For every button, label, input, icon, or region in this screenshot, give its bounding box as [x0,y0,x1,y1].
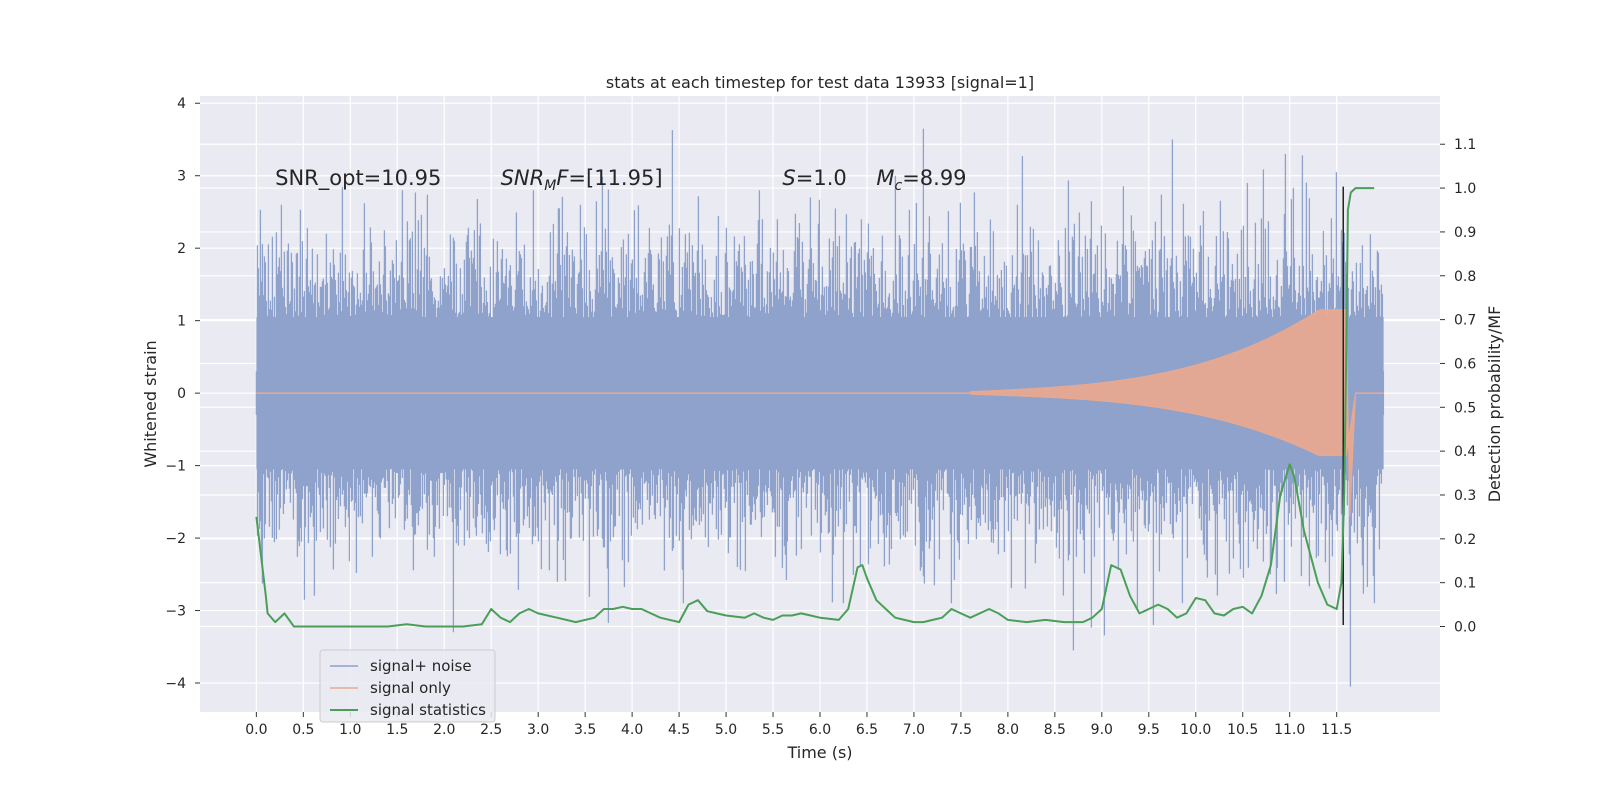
x-tick-label: 3.5 [574,722,596,738]
y-axis-label: Whitened strain [141,340,160,467]
y-tick-label: 3 [177,169,186,185]
x-tick-label: 2.5 [480,722,502,738]
annotation-snr-mf: SNRMF=[11.95] [501,166,663,194]
legend-box [319,649,496,723]
annotation-mc-value: Mc=8.99 [876,166,966,194]
y-tick-label: 4 [177,96,186,112]
x-axis-label: Time (s) [786,743,852,762]
x-tick-label: 7.0 [903,722,925,738]
y2-axis-label: Detection probability/MF [1485,306,1504,503]
x-tick-label: 11.5 [1321,722,1352,738]
x-tick-label: 0.5 [292,722,314,738]
y-tick-label: −2 [165,531,186,547]
y2-tick-label: 1.0 [1454,181,1476,197]
x-tick-label: 8.5 [1044,722,1066,738]
y-tick-label: 0 [177,386,186,402]
x-tick-label: 10.0 [1180,722,1211,738]
y-tick-label: −1 [165,459,186,475]
x-tick-label: 8.0 [997,722,1019,738]
x-tick-label: 4.0 [621,722,643,738]
y2-tick-label: 0.3 [1454,488,1476,504]
y-tick-label: −3 [165,604,186,620]
y-tick-label: −4 [165,676,186,692]
y2-tick-label: 0.2 [1454,532,1476,548]
x-tick-label: 6.5 [856,722,878,738]
x-tick-label: 4.5 [668,722,690,738]
x-tick-label: 2.0 [433,722,455,738]
y2-tick-label: 0.4 [1454,444,1476,460]
y-tick-labels: −4 −3 −2 −1 0 1 2 3 4 [165,96,200,692]
annotation-snr-opt: SNR_opt=10.95 [275,166,441,191]
legend-label: signal only [370,679,451,697]
legend-label: signal+ noise [370,657,472,675]
series-signal-statistics [255,187,1375,628]
series-signal-only [256,309,1384,517]
x-tick-label: 7.5 [950,722,972,738]
y-tick-label: 2 [177,241,186,257]
chart-title: stats at each timestep for test data 139… [606,73,1034,92]
y2-tick-label: 0.9 [1454,225,1476,241]
y2-tick-label: 0.0 [1454,620,1476,636]
y2-tick-label: 0.1 [1454,576,1476,592]
x-tick-label: 9.0 [1091,722,1113,738]
y2-tick-label: 0.6 [1454,356,1476,372]
x-tick-label: 5.0 [715,722,737,738]
x-tick-label: 1.0 [339,722,361,738]
annotations: SNR_opt=10.95 SNRMF=[11.95] S=1.0 Mc=8.99 [275,166,966,194]
x-tick-labels: 0.0 0.5 1.0 1.5 2.0 2.5 3.0 3.5 4.0 4.5 5.0 5.5 6.0 6… [245,712,1352,738]
y2-tick-label: 1.1 [1454,137,1476,153]
y2-tick-label: 0.7 [1454,313,1476,329]
y2-tick-label: 0.5 [1454,400,1476,416]
y2-tick-label: 0.8 [1454,269,1476,285]
x-tick-label: 3.0 [527,722,549,738]
y2-tick-labels: 0.0 0.1 0.2 0.3 0.4 0.5 0.6 0.7 0.8 0.9 1.0 1.1 [1440,137,1476,636]
x-tick-label: 10.5 [1227,722,1258,738]
annotation-s-value: S=1.0 [782,166,846,190]
legend-label: signal statistics [370,701,486,719]
x-tick-label: 9.5 [1138,722,1160,738]
x-tick-label: 0.0 [245,722,267,738]
x-tick-label: 6.0 [809,722,831,738]
x-tick-label: 11.0 [1274,722,1305,738]
x-tick-label: 1.5 [386,722,408,738]
y-tick-label: 1 [177,314,186,330]
legend: signal+ noise signal only signal statistic… [319,649,496,723]
statistics-line [255,187,1375,628]
x-tick-label: 5.5 [762,722,784,738]
